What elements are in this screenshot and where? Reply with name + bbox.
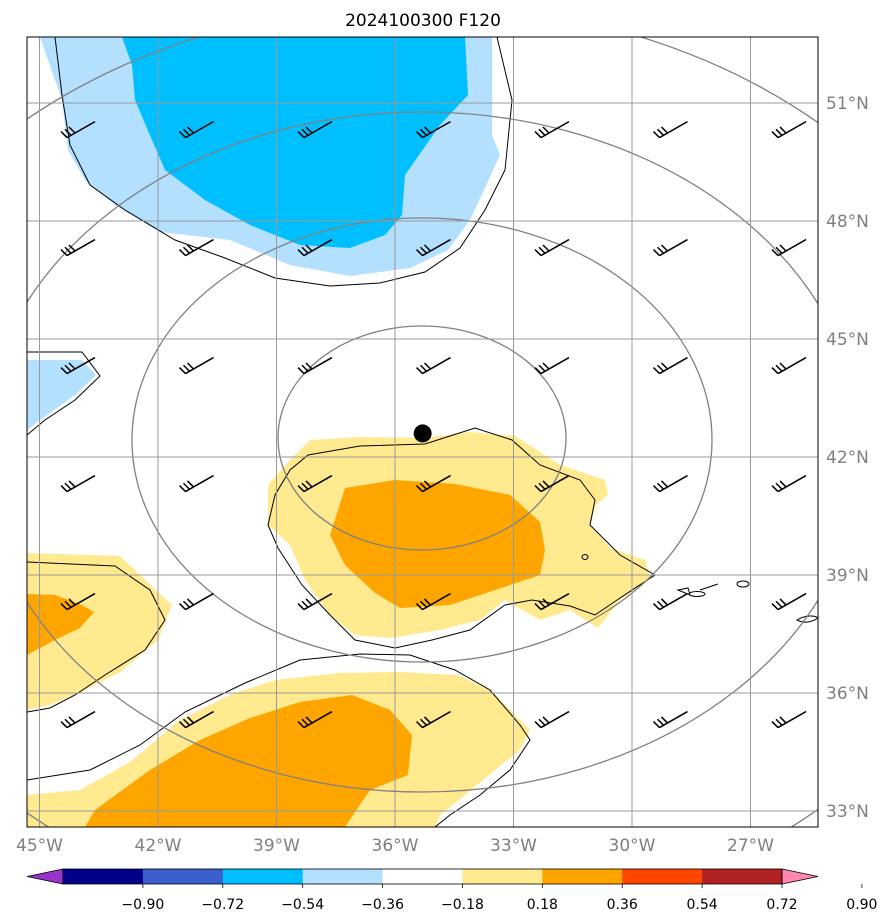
wind-barb xyxy=(178,356,214,375)
wind-barb xyxy=(60,592,96,611)
lon-tick-label: 30°W xyxy=(609,836,656,856)
wind-barb xyxy=(771,120,807,139)
lon-tick-label: 45°W xyxy=(16,836,63,856)
wind-barb xyxy=(60,710,96,729)
blue-mid-region xyxy=(122,37,468,248)
wind-barb xyxy=(297,356,333,375)
wind-barb xyxy=(771,474,807,493)
wind-barb xyxy=(771,238,807,257)
wind-barb xyxy=(178,238,214,257)
longitude-axis: 45°W 42°W 39°W 36°W 33°W 30°W 27°W xyxy=(16,836,774,856)
lat-tick-label: 48°N xyxy=(826,212,869,232)
map-frame xyxy=(26,36,819,828)
wind-barb xyxy=(534,592,570,611)
colorbar-swatch xyxy=(702,869,783,884)
wind-barb xyxy=(534,238,570,257)
orange-region-center xyxy=(330,480,545,608)
wind-barb xyxy=(771,356,807,375)
wind-barb xyxy=(178,592,214,611)
wind-barb xyxy=(652,356,688,375)
colorbar-swatch xyxy=(222,869,304,884)
colorbar-swatch xyxy=(302,869,384,884)
wind-barb xyxy=(415,592,451,611)
lon-tick-label: 39°W xyxy=(253,836,300,856)
wind-barb xyxy=(60,238,96,257)
wind-barb xyxy=(415,356,451,375)
wind-barb xyxy=(60,474,96,493)
colorbar-extend-low xyxy=(26,868,64,885)
colorbar-tick-label: 0.90 xyxy=(846,897,877,913)
colorbar-tick-label: 0.72 xyxy=(766,897,797,913)
colorbar: −0.90 −0.72 −0.54 −0.36 −0.18 0.18 0.36 0.54 0.7… xyxy=(26,868,877,913)
colorbar-swatch xyxy=(622,869,703,884)
wind-barb xyxy=(534,356,570,375)
wind-barb xyxy=(415,474,451,493)
wind-barb xyxy=(534,474,570,493)
lon-tick-label: 33°W xyxy=(490,836,537,856)
wind-barb xyxy=(297,474,333,493)
wind-barb xyxy=(652,592,688,611)
lon-tick-label: 27°W xyxy=(727,836,774,856)
wind-barb xyxy=(652,474,688,493)
wind-barb xyxy=(771,592,807,611)
colorbar-tick-label: −0.54 xyxy=(281,897,324,913)
colorbar-swatch xyxy=(63,869,144,884)
colorbar-tick-label: −0.72 xyxy=(201,897,244,913)
lat-tick-label: 36°N xyxy=(826,684,869,704)
wind-barb xyxy=(297,120,333,139)
wind-barb xyxy=(652,120,688,139)
graticule xyxy=(27,37,818,827)
colorbar-extend-high xyxy=(781,868,819,885)
wind-barbs xyxy=(60,120,807,729)
isobar-contours xyxy=(27,37,818,827)
wind-barb xyxy=(178,474,214,493)
lat-tick-label: 45°N xyxy=(826,330,869,350)
wind-barb xyxy=(534,710,570,729)
wind-barb xyxy=(178,710,214,729)
lat-tick-label: 51°N xyxy=(826,94,869,114)
colorbar-tick-label: 0.18 xyxy=(527,897,558,913)
latitude-axis: 51°N 48°N 45°N 42°N 39°N 36°N 33°N xyxy=(826,94,869,822)
blue-light-region-left xyxy=(27,360,96,430)
wind-barb xyxy=(652,710,688,729)
lat-tick-label: 33°N xyxy=(826,802,869,822)
lon-tick-label: 36°W xyxy=(372,836,419,856)
yellow-region-left xyxy=(27,553,172,710)
wind-barb xyxy=(297,238,333,257)
chart-title: 2024100300 F120 xyxy=(345,11,501,31)
wind-barb xyxy=(297,710,333,729)
colorbar-tick-label: −0.90 xyxy=(121,897,164,913)
orange-region-bottom xyxy=(85,695,412,827)
wind-barb xyxy=(297,592,333,611)
colorbar-tick-label: 0.36 xyxy=(607,897,638,913)
wind-barb xyxy=(415,238,451,257)
wind-barb xyxy=(60,356,96,375)
wind-barb xyxy=(415,710,451,729)
lon-tick-label: 42°W xyxy=(135,836,182,856)
wind-barb xyxy=(534,120,570,139)
colorbar-swatch xyxy=(142,869,224,884)
wind-barb xyxy=(771,710,807,729)
colorbar-swatch xyxy=(462,869,543,884)
wind-barb xyxy=(178,120,214,139)
map-area xyxy=(27,37,818,827)
wind-barb xyxy=(652,238,688,257)
lat-tick-label: 42°N xyxy=(826,448,869,468)
lat-tick-label: 39°N xyxy=(826,566,869,586)
colorbar-tick-label: 0.54 xyxy=(687,897,718,913)
wind-barb xyxy=(60,120,96,139)
colorbar-swatch xyxy=(382,869,463,884)
colorbar-swatch xyxy=(542,869,623,884)
colorbar-tick-label: −0.36 xyxy=(361,897,404,913)
storm-center-marker xyxy=(413,424,432,443)
orange-region-left xyxy=(27,594,94,655)
wind-barb xyxy=(415,120,451,139)
colorbar-tick-label: −0.18 xyxy=(441,897,484,913)
colorbar-outline xyxy=(62,868,783,885)
